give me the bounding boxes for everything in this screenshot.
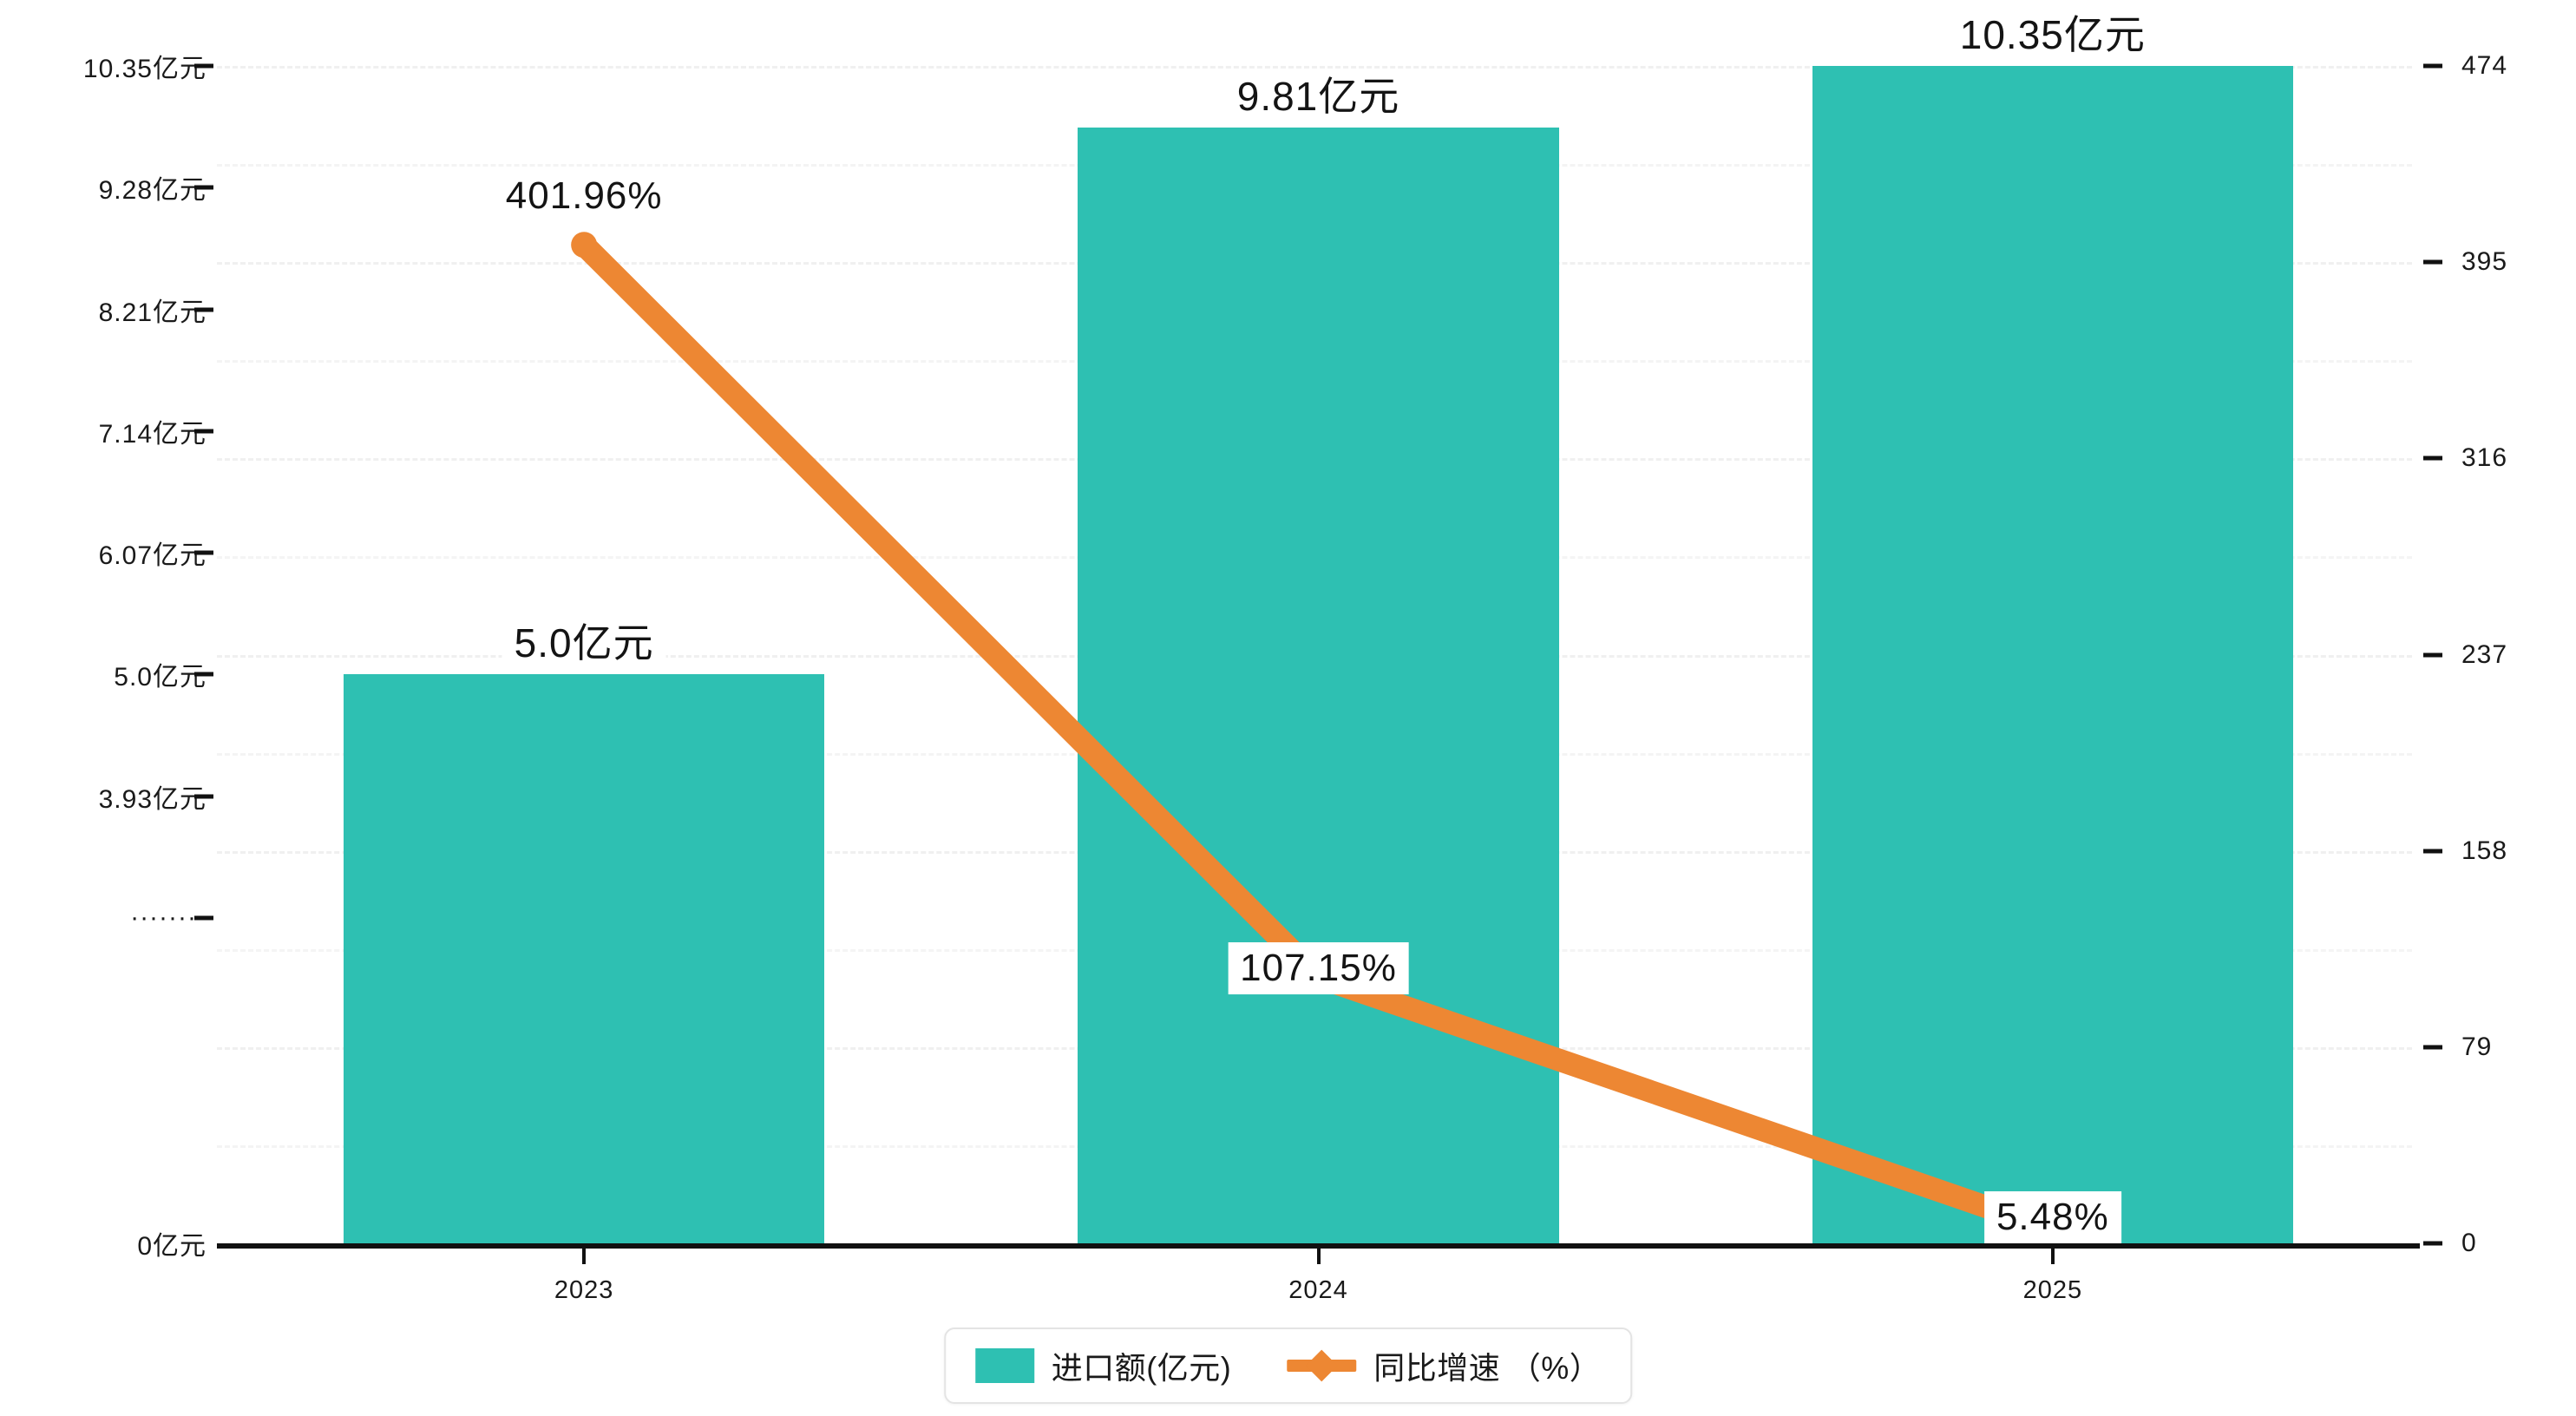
- y-axis-left-tick-label: 10.35亿元: [82, 55, 206, 83]
- y-axis-right-tick-mark: [2423, 63, 2442, 69]
- line-swatch-icon: [1287, 1360, 1357, 1372]
- bar-swatch-icon: [974, 1348, 1034, 1383]
- y-axis-left-tick-label: 5.0亿元: [114, 663, 206, 692]
- legend-label-import-value: 进口额(亿元): [1051, 1350, 1232, 1386]
- y-axis-left-tick-mark: [194, 429, 213, 434]
- y-axis-right-tick-mark: [2423, 259, 2442, 265]
- y-axis-right-tick-mark: [2423, 1241, 2442, 1246]
- y-axis-right-tick-mark: [2423, 849, 2442, 854]
- y-axis-left-tick-mark: [194, 915, 213, 921]
- x-axis-tick-label: 2023: [554, 1276, 614, 1304]
- legend-item-yoy-growth[interactable]: 同比增速 （%）: [1287, 1343, 1601, 1388]
- y-axis-right-tick-label: 316: [2461, 443, 2508, 473]
- bar[interactable]: [1078, 127, 1559, 1243]
- y-axis-right-tick-mark: [2423, 652, 2442, 657]
- y-axis-right-tick-label: 158: [2461, 836, 2508, 865]
- y-axis-right-tick-label: 0: [2461, 1229, 2477, 1257]
- chart-legend[interactable]: 进口额(亿元) 同比增速 （%）: [943, 1328, 1633, 1404]
- y-axis-left-tick-label: 3.93亿元: [98, 784, 206, 814]
- y-axis-left-tick-mark: [194, 794, 213, 799]
- y-axis-left-tick-label: ········: [130, 903, 206, 933]
- line-value-label: 401.96%: [493, 170, 675, 223]
- y-axis-left-tick-label: 6.07亿元: [98, 541, 206, 571]
- y-axis-left-tick-mark: [194, 185, 213, 190]
- line-value-label: 107.15%: [1228, 942, 1409, 995]
- bar[interactable]: [1812, 66, 2293, 1243]
- y-axis-left-tick-mark: [194, 63, 213, 69]
- y-axis-right-tick-label: 237: [2461, 639, 2508, 669]
- y-axis-right-tick-mark: [2423, 456, 2442, 461]
- bar-value-label: 9.81亿元: [1224, 69, 1413, 123]
- x-axis-tick-label: 2024: [1288, 1276, 1348, 1304]
- bar-value-label: 10.35亿元: [1947, 7, 2158, 62]
- y-axis-right-tick-label: 79: [2461, 1032, 2493, 1061]
- y-axis-left-tick-mark: [194, 307, 213, 312]
- bar-value-label: 5.0亿元: [501, 616, 666, 671]
- x-axis-tick-mark: [1316, 1247, 1321, 1264]
- y-axis-left-tick-mark: [194, 550, 213, 555]
- y-axis-left-tick-label: 9.28亿元: [98, 176, 206, 206]
- bar[interactable]: [343, 674, 825, 1243]
- y-axis-right-tick-mark: [2423, 1045, 2442, 1050]
- x-axis-tick-mark: [582, 1247, 587, 1264]
- legend-item-import-value[interactable]: 进口额(亿元): [974, 1343, 1232, 1388]
- gridline: [217, 66, 2412, 69]
- x-axis-tick-mark: [2050, 1247, 2055, 1264]
- y-axis-right-tick-label: 395: [2461, 247, 2508, 277]
- y-axis-left-tick-label: 7.14亿元: [98, 419, 206, 449]
- y-axis-left-tick-label: 8.21亿元: [98, 298, 206, 327]
- legend-label-yoy-growth: 同比增速 （%）: [1373, 1350, 1602, 1386]
- y-axis-left-tick-mark: [194, 672, 213, 677]
- y-axis-left-tick-label: 0亿元: [137, 1232, 206, 1261]
- line-value-label: 5.48%: [1983, 1191, 2121, 1244]
- x-axis-tick-label: 2025: [2022, 1276, 2083, 1304]
- y-axis-right-tick-label: 474: [2461, 51, 2508, 80]
- x-axis-line: [217, 1243, 2420, 1249]
